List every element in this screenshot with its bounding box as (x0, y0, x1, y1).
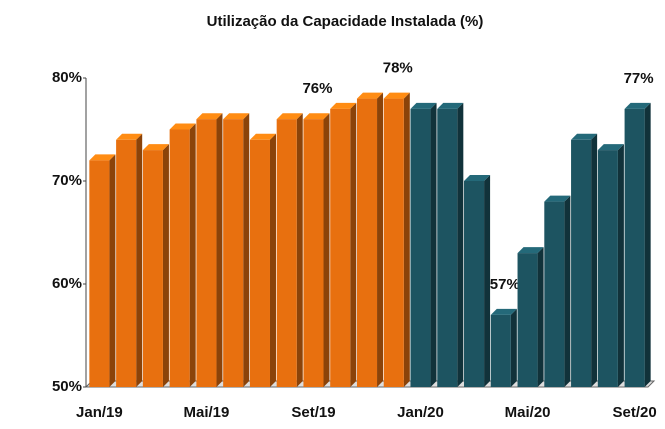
x-tick-label: Jan/19 (76, 404, 123, 421)
bar (490, 308, 517, 387)
bar (276, 113, 303, 387)
bar (249, 133, 276, 387)
bar (116, 133, 143, 387)
bar (142, 144, 169, 387)
y-tick-label: 70% (52, 172, 82, 189)
y-tick-label: 80% (52, 69, 82, 86)
bar (89, 154, 116, 387)
value-label: 78% (383, 60, 413, 77)
bar (597, 144, 624, 387)
x-tick-label: Set/19 (291, 404, 335, 421)
bar (169, 123, 196, 387)
bar (356, 92, 384, 387)
value-label: 77% (624, 70, 654, 87)
x-tick-label: Mai/20 (505, 404, 551, 421)
bar (303, 113, 330, 387)
x-tick-label: Mai/19 (183, 404, 229, 421)
bar (624, 102, 651, 388)
bar (330, 102, 357, 388)
y-tick-label: 60% (52, 275, 82, 292)
chart-title: Utilização da Capacidade Instalada (%) (207, 13, 484, 30)
x-tick-label: Jan/20 (397, 404, 444, 421)
value-label: 76% (302, 80, 332, 97)
bar (410, 102, 437, 388)
bar (383, 92, 410, 387)
bar (223, 113, 250, 387)
y-tick-label: 50% (52, 378, 82, 395)
value-label: 57% (490, 276, 520, 293)
bar (517, 247, 544, 387)
bar (196, 113, 223, 387)
bar (464, 175, 491, 387)
bar (437, 102, 464, 388)
x-tick-label: Set/20 (613, 404, 657, 421)
bar (544, 195, 571, 387)
bar (571, 133, 598, 387)
